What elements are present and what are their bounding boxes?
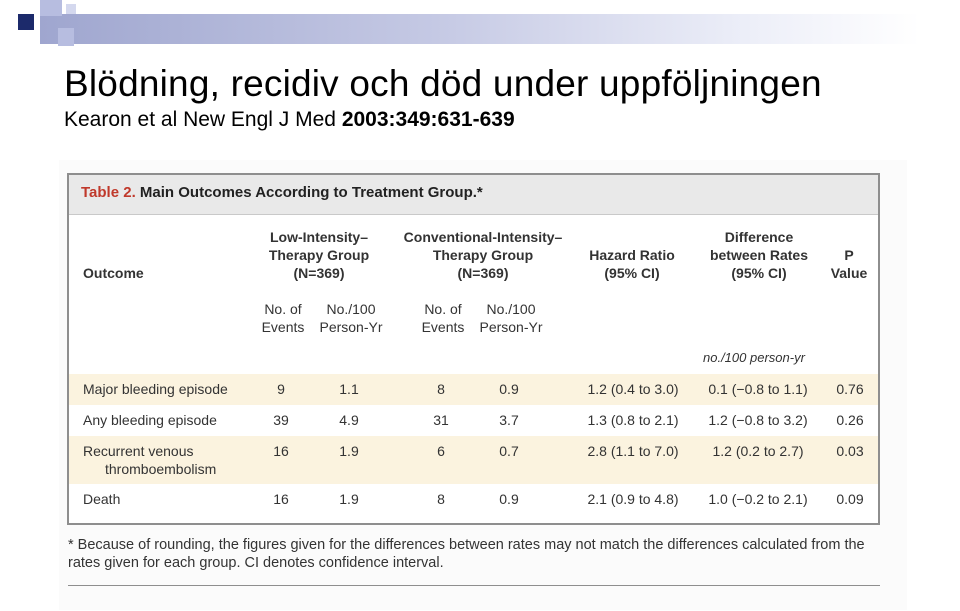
subheader-events-line1: No. of xyxy=(264,301,302,317)
header-low-line1: Low-Intensity– xyxy=(269,229,368,245)
cell-outcome: Recurrent venous thromboembolism xyxy=(83,442,216,478)
subheader-rate-line1: No./100 xyxy=(486,301,536,317)
subheader-events-line2: Events xyxy=(261,319,305,335)
header-p-line2: Value xyxy=(830,265,868,281)
table-row: Major bleeding episode 9 1.1 8 0.9 1.2 (0.4 t… xyxy=(69,374,878,405)
decor-square-light xyxy=(58,28,74,46)
header-p-line1: P xyxy=(844,247,854,263)
cell-difference: 1.0 (−0.2 to 2.1) xyxy=(708,491,808,507)
cell-conv-rate: 0.9 xyxy=(499,381,519,397)
cell-outcome: Major bleeding episode xyxy=(83,380,228,398)
table-caption: Table 2. Main Outcomes According to Trea… xyxy=(81,184,483,201)
cell-low-rate: 4.9 xyxy=(339,412,359,428)
cell-low-events: 39 xyxy=(273,412,289,428)
header-low-line3: (N=369) xyxy=(293,265,345,281)
subheader-low-rate: No./100 Person-Yr xyxy=(314,300,388,336)
unit-note: no./100 person-yr xyxy=(703,350,805,365)
subheader-events-line1: No. of xyxy=(424,301,462,317)
cell-difference: 0.1 (−0.8 to 1.1) xyxy=(708,381,808,397)
cell-outcome-line1: Death xyxy=(83,491,121,507)
cell-low-rate: 1.9 xyxy=(339,491,359,507)
subheader-low-events: No. of Events xyxy=(255,300,311,336)
cell-difference: 1.2 (0.2 to 2.7) xyxy=(712,443,804,459)
table-row: Any bleeding episode 39 4.9 31 3.7 1.3 (0.8 t… xyxy=(69,405,878,436)
cell-outcome-line1: Any bleeding episode xyxy=(83,412,217,428)
table-row: Death 16 1.9 8 0.9 2.1 (0.9 to 4.8) 1.0 (−0.2 … xyxy=(69,484,878,517)
header-diff-line1: Difference xyxy=(724,229,794,245)
header-conv-line3: (N=369) xyxy=(457,265,509,281)
header-hr-line2: (95% CI) xyxy=(604,265,660,281)
cell-low-rate: 1.1 xyxy=(339,381,359,397)
cell-low-events: 9 xyxy=(277,381,285,397)
cell-conv-events: 8 xyxy=(437,381,445,397)
cell-conv-events: 8 xyxy=(437,491,445,507)
slide-subtitle: Kearon et al New Engl J Med 2003:349:631… xyxy=(64,107,515,133)
cell-hazard-ratio: 1.2 (0.4 to 3.0) xyxy=(587,381,679,397)
citation-reference: 2003:349:631-639 xyxy=(341,108,515,131)
header-hr-line1: Hazard Ratio xyxy=(589,247,675,263)
header-diff-line3: (95% CI) xyxy=(731,265,787,281)
cell-p-value: 0.09 xyxy=(836,491,864,507)
cell-difference: 1.2 (−0.8 to 3.2) xyxy=(708,412,808,428)
cell-low-rate: 1.9 xyxy=(339,443,359,459)
cell-p-value: 0.03 xyxy=(836,443,864,459)
cell-low-events: 16 xyxy=(273,491,289,507)
table-caption-bar: Table 2. Main Outcomes According to Trea… xyxy=(69,175,878,215)
cell-conv-events: 6 xyxy=(437,443,445,459)
decor-square-light xyxy=(66,4,76,14)
header-conv-line1: Conventional-Intensity– xyxy=(403,229,563,245)
header-low-intensity: Low-Intensity– Therapy Group (N=369) xyxy=(259,228,379,282)
header-conventional-intensity: Conventional-Intensity– Therapy Group (N… xyxy=(395,228,571,282)
subheader-conv-events: No. of Events xyxy=(415,300,471,336)
decor-square-dark xyxy=(18,14,34,30)
decor-square-light xyxy=(40,0,62,16)
header-low-line2: Therapy Group xyxy=(268,247,370,263)
footnote-rule xyxy=(68,585,880,586)
header-diff-line2: between Rates xyxy=(709,247,809,263)
header-hazard-ratio: Hazard Ratio (95% CI) xyxy=(577,246,687,282)
slide-title: Blödning, recidiv och död under uppföljn… xyxy=(64,63,822,104)
header-outcome: Outcome xyxy=(83,265,144,281)
cell-outcome: Death xyxy=(83,490,120,508)
subheader-conv-rate: No./100 Person-Yr xyxy=(474,300,548,336)
table-caption-label: Table 2. xyxy=(81,184,136,201)
cell-outcome-line1: Major bleeding episode xyxy=(83,381,228,397)
header-p-value: P Value xyxy=(827,246,871,282)
table-footnote: * Because of rounding, the figures given… xyxy=(68,537,865,571)
cell-conv-rate: 0.7 xyxy=(499,443,519,459)
cell-conv-events: 31 xyxy=(433,412,449,428)
cell-p-value: 0.76 xyxy=(836,381,864,397)
cell-low-events: 16 xyxy=(273,443,289,459)
subheader-events-line2: Events xyxy=(421,319,465,335)
subheader-rate-line2: Person-Yr xyxy=(319,319,383,335)
cell-conv-rate: 0.9 xyxy=(499,491,519,507)
table-caption-text: Main Outcomes According to Treatment Gro… xyxy=(135,184,483,201)
cell-outcome-line1: Recurrent venous xyxy=(83,443,194,459)
subheader-rate-line2: Person-Yr xyxy=(479,319,543,335)
cell-p-value: 0.26 xyxy=(836,412,864,428)
cell-hazard-ratio: 1.3 (0.8 to 2.1) xyxy=(587,412,679,428)
cell-outcome: Any bleeding episode xyxy=(83,411,217,429)
cell-conv-rate: 3.7 xyxy=(499,412,519,428)
cell-hazard-ratio: 2.1 (0.9 to 4.8) xyxy=(587,491,679,507)
header-conv-line2: Therapy Group xyxy=(432,247,534,263)
table-row: Recurrent venous thromboembolism 16 1.9 6 0.7… xyxy=(69,436,878,484)
header-difference: Difference between Rates (95% CI) xyxy=(701,228,817,282)
citation-authors: Kearon et al New Engl J Med xyxy=(64,108,342,131)
outcomes-table: Table 2. Main Outcomes According to Trea… xyxy=(67,173,880,525)
cell-hazard-ratio: 2.8 (1.1 to 7.0) xyxy=(587,443,679,459)
subheader-rate-line1: No./100 xyxy=(326,301,376,317)
header-gradient-band xyxy=(40,14,920,44)
cell-outcome-line2: thromboembolism xyxy=(105,461,217,477)
